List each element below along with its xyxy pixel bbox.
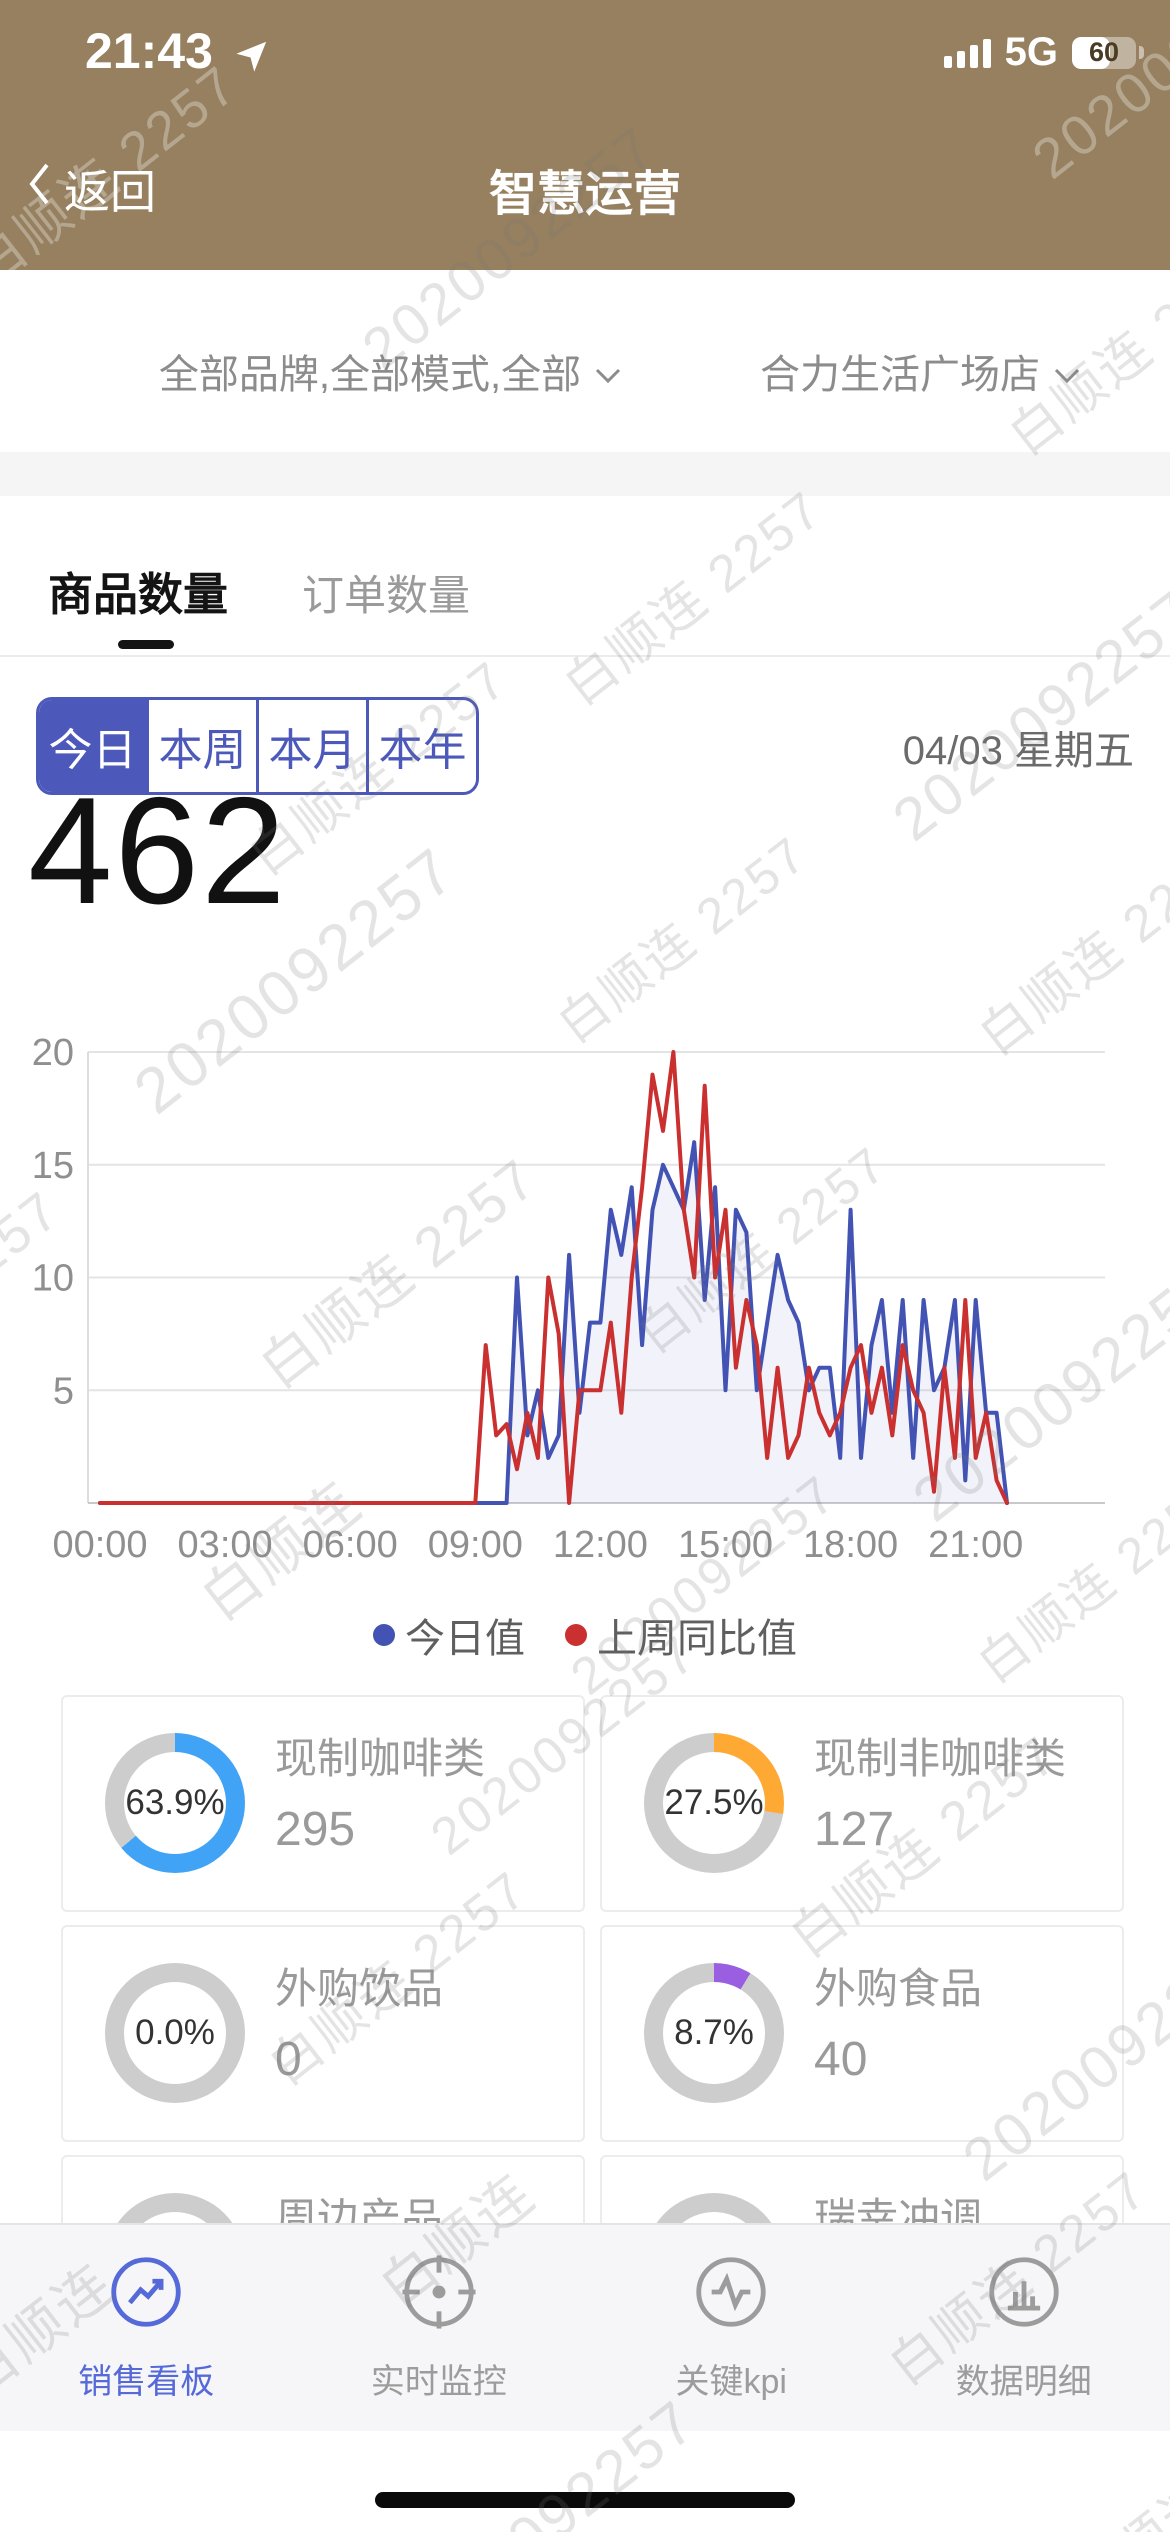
app-header: 21:43 5G 60 返回 智慧运营 <box>0 0 1170 270</box>
card-value: 40 <box>814 2032 868 2086</box>
donut-percent-label: 27.5% <box>664 1783 764 1822</box>
donut-chart: 27.5% <box>644 1733 784 1873</box>
donut-hole <box>124 1752 226 1854</box>
watermark-text: 白顺连 <box>1050 2455 1170 2532</box>
legend-item-lastweek: 上周同比值 <box>565 1606 797 1664</box>
network-type-label: 5G <box>1004 30 1058 74</box>
donut-percent-label: 63.9% <box>125 1783 225 1822</box>
section-divider <box>0 452 1170 496</box>
chart-legend: 今日值 上周同比值 <box>0 1606 1170 1664</box>
svg-text:15:00: 15:00 <box>678 1524 773 1566</box>
chevron-down-icon <box>1054 349 1080 394</box>
tabbar-item-realtime-monitor[interactable]: 实时监控 <box>293 2225 586 2431</box>
tabbar-item-sales-board[interactable]: 销售看板 <box>0 2225 293 2431</box>
home-indicator[interactable] <box>375 2492 795 2508</box>
tabbar-label: 关键kpi <box>675 2363 787 2401</box>
tabbar-label: 数据明细 <box>955 2363 1092 2401</box>
donut-percent-label: 0.0% <box>135 2013 215 2052</box>
svg-text:20: 20 <box>32 1032 74 1074</box>
status-time: 21:43 <box>85 23 213 79</box>
period-segmented-control: 今日 本周 本月 本年 <box>36 697 479 795</box>
target-icon <box>396 2249 482 2340</box>
legend-dot-lastweek <box>565 1624 587 1646</box>
line-chart: 5 10 15 20 00:00 03:00 06:00 09:00 12:00 15:00 18:… <box>32 1032 1105 1566</box>
brand-filter-label: 全部品牌,全部模式,全部 <box>158 353 582 397</box>
tabbar-item-key-kpi[interactable]: 关键kpi <box>585 2225 878 2431</box>
card-label: 外购饮品 <box>275 1965 444 2012</box>
card-label: 现制非咖啡类 <box>814 1735 1067 1782</box>
store-filter-label: 合力生活广场店 <box>760 353 1040 397</box>
brand-mode-filter[interactable]: 全部品牌,全部模式,全部 <box>120 342 660 400</box>
card-text: 外购饮品 0 <box>275 1963 443 2087</box>
period-month-button[interactable]: 本月 <box>256 700 366 792</box>
donut-percent-label: 8.7% <box>674 2013 754 2052</box>
card-text: 现制咖啡类 295 <box>275 1733 485 1857</box>
donut-chart: 63.9% <box>105 1733 245 1873</box>
chevron-down-icon <box>595 349 621 394</box>
svg-text:10: 10 <box>32 1258 74 1300</box>
active-tab-underline <box>118 640 174 649</box>
period-today-button[interactable]: 今日 <box>39 700 146 792</box>
card-value: 127 <box>814 1802 895 1856</box>
status-right-cluster: 5G 60 <box>943 30 1144 75</box>
legend-dot-today <box>373 1624 395 1646</box>
svg-text:21:00: 21:00 <box>928 1524 1023 1566</box>
svg-text:00:00: 00:00 <box>52 1524 147 1566</box>
battery-cap <box>1139 46 1144 59</box>
period-week-button[interactable]: 本周 <box>146 700 256 792</box>
battery-icon: 60 <box>1072 36 1144 69</box>
page-title: 智慧运营 <box>488 168 681 221</box>
card-label: 外购食品 <box>814 1965 983 2012</box>
location-arrow-icon <box>236 34 274 77</box>
bottom-tab-bar: 销售看板 实时监控 关键kpi <box>0 2223 1170 2431</box>
donut-hole <box>124 1982 226 2084</box>
svg-text:09:00: 09:00 <box>428 1524 523 1566</box>
legend-label-lastweek: 上周同比值 <box>597 1617 797 1661</box>
card-label: 现制咖啡类 <box>275 1735 486 1782</box>
pulse-icon <box>688 2249 774 2340</box>
card-text: 现制非咖啡类 127 <box>814 1733 1066 1857</box>
battery-percent-label: 60 <box>1088 37 1120 67</box>
watermark-text: 白顺连 2257 <box>553 480 834 717</box>
donut-chart: 8.7% <box>644 1963 784 2103</box>
watermark-text: 2020092257 <box>880 576 1170 854</box>
period-year-button[interactable]: 本年 <box>366 700 476 792</box>
tabs-divider <box>0 655 1170 657</box>
category-card[interactable]: 63.9% 现制咖啡类 295 <box>61 1695 585 1912</box>
card-value: 0 <box>275 2032 302 2086</box>
card-value: 295 <box>275 1802 356 1856</box>
category-card[interactable]: 0.0% 外购饮品 0 <box>61 1925 585 2142</box>
tabbar-label: 销售看板 <box>78 2363 215 2401</box>
date-label: 04/03 星期五 <box>902 729 1134 773</box>
back-button[interactable]: 返回 <box>26 156 156 222</box>
donut-hole <box>663 1752 765 1854</box>
legend-label-today: 今日值 <box>405 1617 525 1661</box>
category-card[interactable]: 8.7% 外购食品 40 <box>600 1925 1124 2142</box>
legend-item-today: 今日值 <box>373 1606 525 1664</box>
category-card[interactable]: 27.5% 现制非咖啡类 127 <box>600 1695 1124 1912</box>
trend-up-icon <box>103 2249 189 2340</box>
svg-text:12:00: 12:00 <box>553 1524 648 1566</box>
tabbar-label: 实时监控 <box>370 2363 507 2401</box>
tab-product-count[interactable]: 商品数量 <box>48 569 229 620</box>
svg-text:03:00: 03:00 <box>178 1524 273 1566</box>
card-text: 外购食品 40 <box>814 1963 982 2087</box>
tabbar-item-data-detail[interactable]: 数据明细 <box>878 2225 1170 2431</box>
svg-text:5: 5 <box>53 1370 74 1412</box>
svg-text:06:00: 06:00 <box>303 1524 398 1566</box>
bar-chart-icon <box>981 2249 1067 2340</box>
donut-chart: 0.0% <box>105 1963 245 2103</box>
donut-hole <box>663 1982 765 2084</box>
svg-text:18:00: 18:00 <box>803 1524 898 1566</box>
tab-order-count[interactable]: 订单数量 <box>302 572 471 619</box>
back-label: 返回 <box>64 166 156 218</box>
store-filter[interactable]: 合力生活广场店 <box>700 342 1140 400</box>
total-value: 462 <box>28 766 288 936</box>
chevron-left-icon <box>26 161 52 218</box>
svg-text:15: 15 <box>32 1145 74 1187</box>
cellular-signal-icon <box>943 38 991 68</box>
